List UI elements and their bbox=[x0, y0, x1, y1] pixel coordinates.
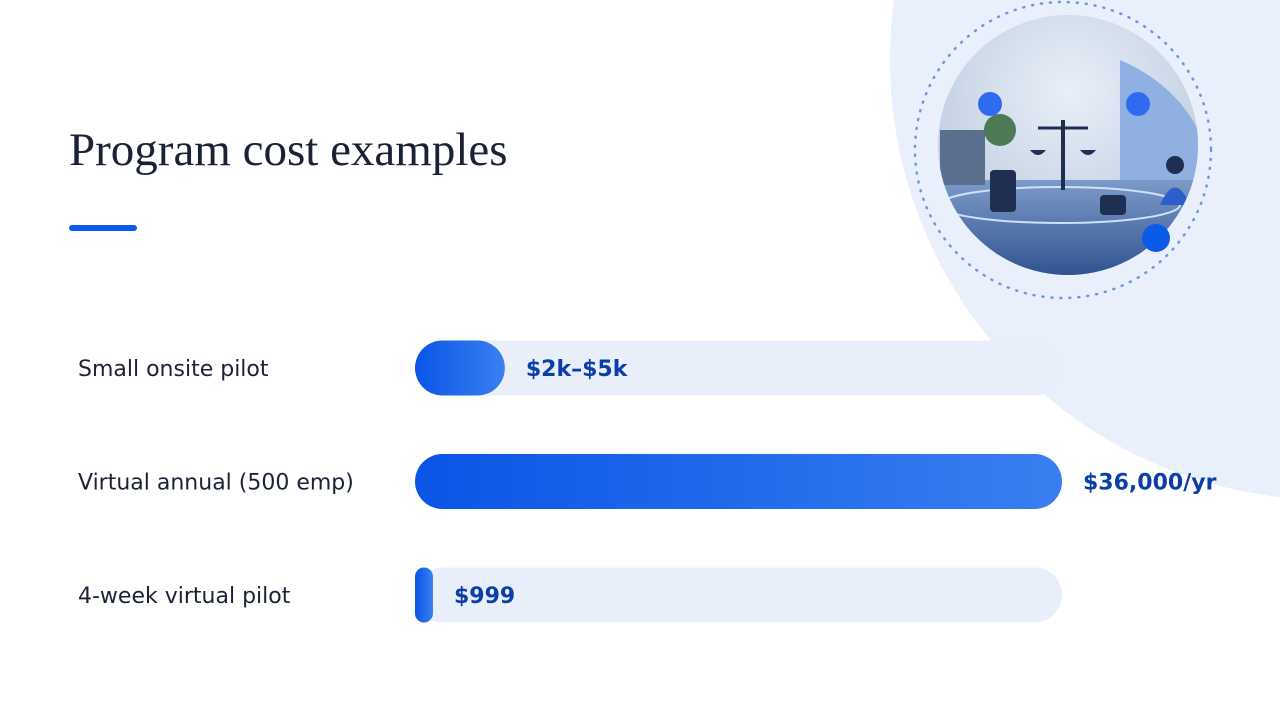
title-underline bbox=[69, 225, 137, 231]
dotted-ring bbox=[913, 0, 1213, 300]
slide-title: Program cost examples bbox=[69, 124, 508, 176]
bar-chart: Small onsite pilot $2k–$5k Virtual annual … bbox=[78, 340, 1217, 623]
accent-dot bbox=[1142, 224, 1170, 252]
category-label: Virtual annual (500 emp) bbox=[78, 471, 354, 496]
bar bbox=[415, 567, 433, 623]
category-label: 4-week virtual pilot bbox=[78, 584, 291, 609]
bar-track bbox=[415, 567, 1062, 623]
category-label: Small onsite pilot bbox=[78, 357, 269, 382]
value-label: $36,000/yr bbox=[1083, 471, 1217, 496]
value-label: $2k–$5k bbox=[526, 357, 629, 382]
bar bbox=[415, 340, 505, 396]
bar-track bbox=[415, 340, 1062, 396]
bar bbox=[415, 454, 1062, 509]
value-label: $999 bbox=[454, 584, 515, 609]
